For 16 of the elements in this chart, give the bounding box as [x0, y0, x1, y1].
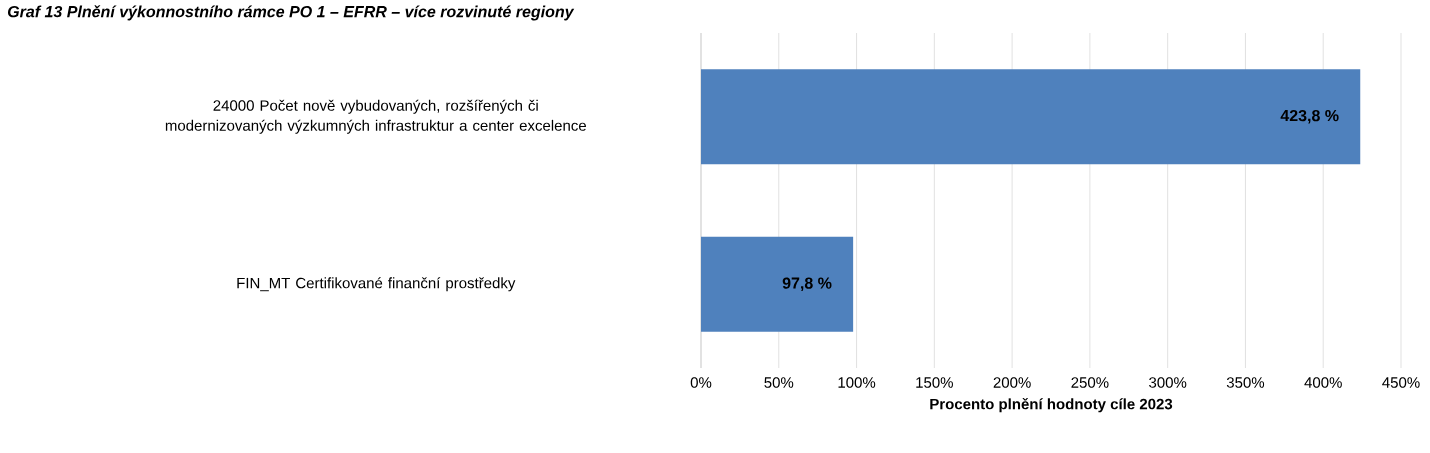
x-tick-label: 450%: [1382, 377, 1420, 388]
text: Graf 13 Plnění výkonnostního rámce PO 1 – EFRR – více rozvinuté regiony: [7, 5, 575, 21]
y-tick-label: FIN_MT Certifikované finanční prostředky: [237, 277, 516, 292]
y-tick-label: 24000 Počet nově vybudovaných, rozšířených či modernizovaných výzkumných infrastruktur a center excelence: [165, 99, 586, 134]
x-tick-label: 150%: [916, 377, 953, 388]
data-label: 423,8 %: [1280, 109, 1339, 124]
data-label: 97,8 %: [782, 277, 832, 292]
x-tick-label: 100%: [838, 377, 876, 388]
x-tick-label: 400%: [1304, 377, 1342, 388]
x-tick-label: 350%: [1226, 377, 1265, 388]
x-axis-title: Procento plnění hodnoty cíle 2023: [930, 398, 1173, 413]
x-tick-label: 200%: [993, 377, 1031, 388]
x-tick-label: 50%: [764, 377, 794, 388]
x-tick-label: 0%: [690, 377, 712, 388]
x-tick-label: 300%: [1149, 377, 1187, 388]
x-tick-label: 250%: [1071, 377, 1109, 388]
